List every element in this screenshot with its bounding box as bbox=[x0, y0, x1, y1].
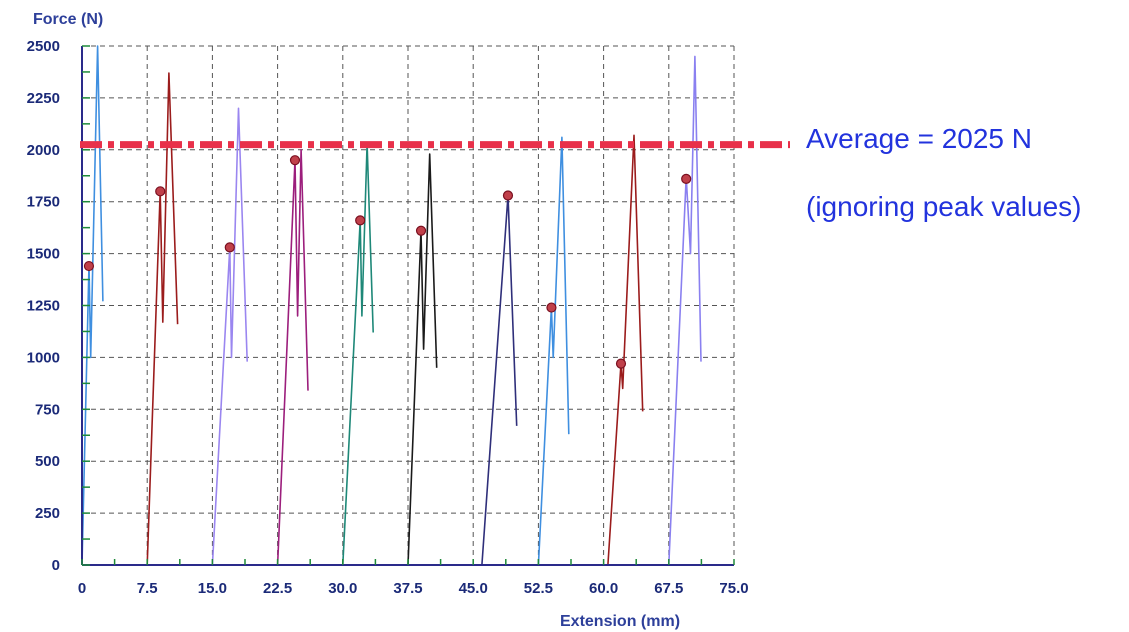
x-tick-label: 30.0 bbox=[328, 580, 357, 597]
x-tick-label: 22.5 bbox=[263, 580, 292, 597]
x-tick-label: 7.5 bbox=[137, 580, 158, 597]
series-line-8 bbox=[537, 136, 570, 566]
x-tick-label: 75.0 bbox=[719, 580, 748, 597]
y-tick-label: 1250 bbox=[27, 298, 60, 315]
x-tick-label: 52.5 bbox=[524, 580, 553, 597]
break-point-marker bbox=[83, 260, 95, 272]
series-line-6 bbox=[407, 153, 438, 566]
y-tick-label: 0 bbox=[52, 557, 60, 574]
break-point-marker bbox=[289, 155, 301, 166]
y-axis-title: Force (N) bbox=[33, 11, 103, 28]
x-tick-label: 15.0 bbox=[198, 580, 227, 597]
break-point-marker bbox=[546, 302, 557, 313]
break-point-marker bbox=[415, 225, 427, 236]
y-tick-label: 750 bbox=[35, 401, 60, 418]
series-line-2 bbox=[146, 72, 179, 566]
axes bbox=[81, 45, 735, 566]
series-layer bbox=[81, 45, 702, 566]
x-tick-label: 0 bbox=[78, 580, 86, 597]
y-tick-label: 500 bbox=[35, 453, 60, 470]
break-point-marker bbox=[224, 242, 235, 253]
series-line-7 bbox=[481, 194, 518, 566]
x-tick-label: 45.0 bbox=[459, 580, 488, 597]
y-tick-label: 1750 bbox=[27, 194, 60, 211]
break-point-marker bbox=[355, 215, 366, 226]
x-axis-title: Extension (mm) bbox=[560, 613, 680, 630]
x-tick-label: 67.5 bbox=[654, 580, 683, 597]
break-point-marker bbox=[681, 173, 692, 184]
series-line-3 bbox=[211, 107, 248, 566]
markers-layer bbox=[83, 155, 692, 369]
y-tick-label: 1500 bbox=[27, 246, 60, 263]
average-annotation: Average = 2025 N bbox=[806, 123, 1032, 154]
series-line-10 bbox=[668, 55, 702, 566]
y-tick-label: 2500 bbox=[27, 38, 60, 55]
ignoring-peak-annotation: (ignoring peak values) bbox=[806, 191, 1082, 222]
series-line-4 bbox=[276, 149, 309, 566]
grid bbox=[81, 45, 735, 566]
x-tick-label: 37.5 bbox=[393, 580, 422, 597]
series-line-1 bbox=[81, 45, 104, 566]
y-tick-label: 1000 bbox=[27, 349, 60, 366]
y-tick-label: 2250 bbox=[27, 90, 60, 107]
y-tick-label: 2000 bbox=[27, 142, 60, 159]
break-point-marker bbox=[155, 186, 166, 197]
break-point-marker bbox=[615, 358, 627, 369]
tick-labels: 0 7.5 15.0 22.5 30.0 37.5 45.0 52.5 60.0 67.5 75.0… bbox=[27, 38, 749, 597]
y-tick-label: 250 bbox=[35, 505, 60, 522]
break-point-marker bbox=[502, 190, 514, 201]
series-line-5 bbox=[342, 142, 374, 566]
x-tick-label: 60.0 bbox=[589, 580, 618, 597]
series-line-9 bbox=[607, 134, 644, 566]
